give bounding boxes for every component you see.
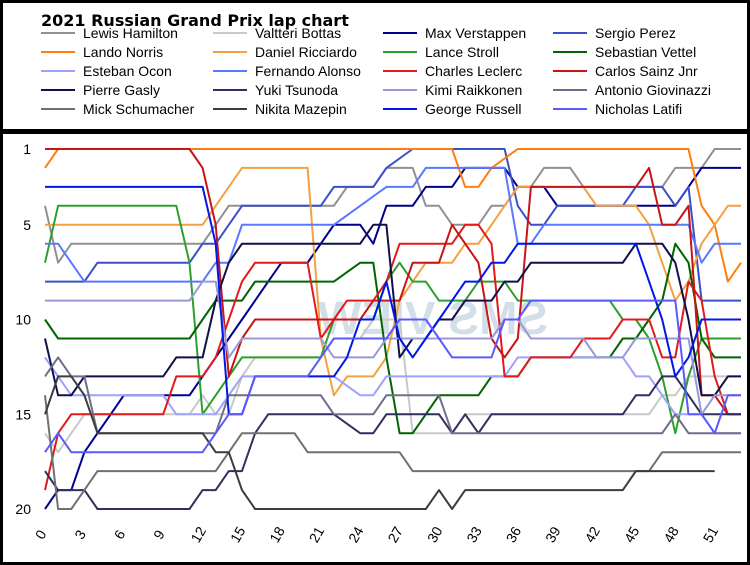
- legend-swatch: [553, 51, 587, 53]
- series-line: [45, 166, 741, 397]
- x-tick-label: 15: [227, 524, 249, 546]
- legend-item: Antonio Giovinazzi: [553, 81, 711, 99]
- legend-label: Pierre Gasly: [83, 82, 161, 98]
- legend-label: Carlos Sainz Jnr: [595, 63, 698, 79]
- legend-item: Daniel Ricciardo: [213, 43, 357, 61]
- x-tick-label: 24: [345, 524, 367, 546]
- legend-label: Max Verstappen: [425, 25, 527, 41]
- x-tick-label: 33: [463, 524, 485, 546]
- legend-item: Max Verstappen: [383, 24, 526, 42]
- legend-label: George Russell: [425, 101, 522, 117]
- y-tick-label: 15: [15, 406, 31, 422]
- x-tick-label: 6: [111, 527, 129, 542]
- legend-label: Sebastian Vettel: [595, 44, 697, 60]
- x-tick-label: 21: [306, 524, 328, 546]
- legend-swatch: [213, 108, 247, 110]
- legend-label: Lando Norris: [83, 44, 164, 60]
- legend-item: Lewis Hamilton: [41, 24, 178, 42]
- x-tick-label: 36: [503, 524, 525, 546]
- x-tick-label: 18: [266, 524, 288, 546]
- legend-label: Nicholas Latifi: [595, 101, 683, 117]
- legend-swatch: [553, 70, 587, 72]
- legend-item: Esteban Ocon: [41, 62, 172, 80]
- legend-item: Charles Leclerc: [383, 62, 522, 80]
- legend-label: Daniel Ricciardo: [255, 44, 357, 60]
- y-tick-label: 1: [23, 141, 31, 157]
- legend-item: Pierre Gasly: [41, 81, 160, 99]
- legend-label: Nikita Mazepin: [255, 101, 347, 117]
- legend-swatch: [553, 108, 587, 110]
- legend-item: Fernando Alonso: [213, 62, 361, 80]
- x-tick-label: 27: [384, 524, 406, 546]
- legend-label: Charles Leclerc: [425, 63, 523, 79]
- legend-item: George Russell: [383, 100, 522, 118]
- x-tick-label: 9: [150, 527, 168, 542]
- legend-swatch: [383, 89, 417, 91]
- legend-label: Sergio Perez: [595, 25, 676, 41]
- legend-label: Valtteri Bottas: [255, 25, 342, 41]
- legend-swatch: [383, 51, 417, 53]
- series-line: [44, 148, 742, 283]
- series-line: [44, 299, 741, 454]
- series-line: [44, 375, 741, 510]
- legend-label: Yuki Tsunoda: [255, 82, 339, 98]
- legend-item: Sergio Perez: [553, 24, 676, 42]
- series-line: [44, 242, 741, 435]
- legend-swatch: [41, 70, 75, 72]
- legend-swatch: [383, 108, 417, 110]
- series-line: [45, 280, 741, 416]
- x-tick-label: 39: [542, 524, 564, 546]
- x-tick-label: 51: [700, 524, 722, 546]
- legend-label: Lewis Hamilton: [83, 25, 178, 41]
- plot-area: SMS VIEW 1 5 10 15 20 0 3 6 9 12 15 18 21 24 27 30 33 36 39…: [3, 134, 747, 562]
- legend-item: Kimi Raikkonen: [383, 81, 522, 99]
- legend-swatch: [41, 89, 75, 91]
- legend-swatch: [383, 32, 417, 34]
- x-tick-label: 30: [424, 524, 446, 546]
- legend-panel: 2021 Russian Grand Prix lap chart Lewis …: [3, 3, 747, 129]
- x-tick-label: 42: [581, 524, 603, 546]
- series-line: [44, 356, 741, 435]
- legend-swatch: [41, 51, 75, 53]
- chart-title: 2021 Russian Grand Prix lap chart: [41, 11, 349, 30]
- legend-swatch: [213, 51, 247, 53]
- series-line: [44, 223, 741, 491]
- y-tick-label: 20: [15, 501, 31, 517]
- legend-label: Lance Stroll: [425, 44, 499, 60]
- legend-label: Mick Schumacher: [83, 101, 195, 117]
- legend-label: Fernando Alonso: [255, 63, 361, 79]
- legend-item: Lando Norris: [41, 43, 163, 61]
- series-line: [45, 166, 741, 283]
- x-tick-label: 12: [187, 524, 209, 546]
- legend-swatch: [553, 32, 587, 34]
- x-tick-label: 48: [660, 524, 682, 546]
- legend-swatch: [213, 89, 247, 91]
- legend-label: Kimi Raikkonen: [425, 82, 523, 98]
- legend-item: Mick Schumacher: [41, 100, 194, 118]
- legend-item: Valtteri Bottas: [213, 24, 341, 42]
- x-tick-label: 3: [71, 527, 89, 542]
- y-tick-label: 5: [23, 217, 31, 233]
- legend-label: Esteban Ocon: [83, 63, 172, 79]
- legend-swatch: [553, 89, 587, 91]
- legend-swatch: [41, 32, 75, 34]
- legend-item: Sebastian Vettel: [553, 43, 696, 61]
- legend-item: Lance Stroll: [383, 43, 499, 61]
- x-tick-label: 45: [621, 524, 643, 546]
- legend-swatch: [213, 32, 247, 34]
- series-line: [44, 375, 715, 510]
- legend-swatch: [41, 108, 75, 110]
- legend-swatch: [383, 70, 417, 72]
- legend-label: Antonio Giovinazzi: [595, 82, 711, 98]
- legend-item: Nicholas Latifi: [553, 100, 682, 118]
- legend-item: Carlos Sainz Jnr: [553, 62, 698, 80]
- legend-swatch: [213, 70, 247, 72]
- x-tick-label: 0: [32, 527, 50, 542]
- legend-item: Yuki Tsunoda: [213, 81, 338, 99]
- legend-item: Nikita Mazepin: [213, 100, 347, 118]
- y-tick-label: 10: [15, 312, 31, 328]
